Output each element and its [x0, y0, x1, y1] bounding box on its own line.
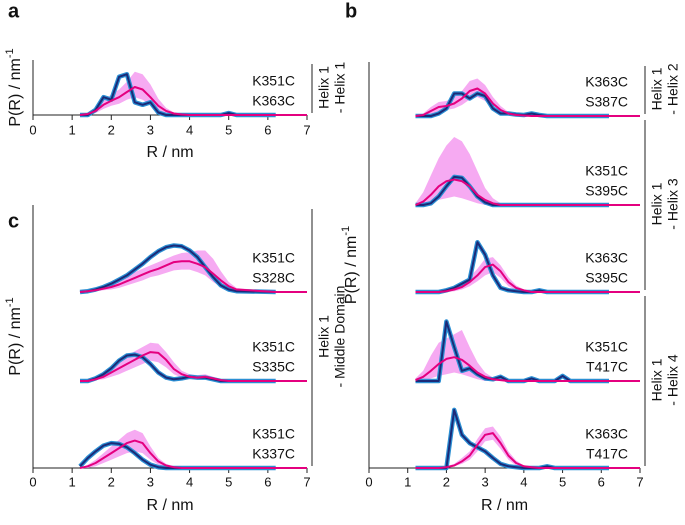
- y-label-text: P(R) / nm: [7, 307, 24, 375]
- x-tick-label: 2: [108, 474, 115, 489]
- x-tick-label: 6: [264, 474, 271, 489]
- y-label-text: P(R) / nm: [7, 58, 24, 126]
- line: [80, 351, 307, 382]
- y-label-exponent: -1: [340, 226, 352, 236]
- x-tick-label: 7: [303, 122, 310, 137]
- x-tick-label: 4: [520, 474, 527, 489]
- x-tick-label: 0: [29, 474, 36, 489]
- x-tick-label: 2: [443, 474, 450, 489]
- pair-label: S387C: [585, 94, 628, 110]
- uncertainty-band: [80, 342, 307, 381]
- pair-label: K351C: [252, 426, 295, 442]
- x-tick-label: 2: [108, 122, 115, 137]
- line: [415, 178, 640, 206]
- pair-label: K337C: [252, 446, 295, 462]
- group-label: - Helix 3: [665, 178, 681, 230]
- x-axis-label: R / nm: [146, 497, 193, 514]
- panel-letter: b: [345, 0, 357, 22]
- pair-label: K363C: [252, 93, 295, 109]
- x-tick-label: 7: [303, 474, 310, 489]
- pair-label: K351C: [252, 250, 295, 266]
- group-label: Helix 1: [649, 182, 665, 225]
- x-tick-label: 3: [482, 474, 489, 489]
- line: [79, 244, 276, 293]
- x-tick-label: 0: [365, 474, 372, 489]
- x-tick-label: 4: [186, 122, 193, 137]
- panel-letter: a: [8, 0, 20, 22]
- uncertainty-band: [80, 250, 307, 292]
- pair-label: S335C: [252, 359, 295, 375]
- group-label: Helix 1: [316, 66, 332, 109]
- line-halo: [80, 71, 276, 118]
- group-label: - Helix 2: [665, 63, 681, 115]
- y-axis-label: P(R) / nm-1: [4, 297, 24, 375]
- line: [415, 356, 640, 382]
- pair-label: S328C: [252, 270, 295, 286]
- line: [80, 73, 276, 116]
- x-tick-label: 3: [147, 474, 154, 489]
- pair-label: K351C: [585, 163, 628, 179]
- x-tick-label: 7: [636, 474, 643, 489]
- uncertainty-band: [80, 71, 307, 115]
- y-label-text: P(R) / nm: [343, 236, 360, 304]
- uncertainty-band: [415, 78, 640, 116]
- y-label-exponent: -1: [4, 48, 16, 58]
- pair-label: K363C: [585, 426, 628, 442]
- x-tick-label: 5: [559, 474, 566, 489]
- uncertainty-band: [415, 257, 640, 292]
- x-tick-label: 6: [264, 122, 271, 137]
- pair-label: S395C: [585, 183, 628, 199]
- x-axis-label: R / nm: [481, 497, 528, 514]
- y-label-exponent: -1: [4, 297, 16, 307]
- line: [415, 432, 640, 469]
- group-label: - Helix 4: [665, 354, 681, 406]
- x-axis-label: R / nm: [146, 144, 193, 161]
- y-axis-label: P(R) / nm-1: [4, 48, 24, 126]
- group-label: Helix 1: [649, 358, 665, 401]
- group-label: Helix 1: [316, 315, 332, 358]
- x-tick-label: 1: [69, 474, 76, 489]
- uncertainty-band: [80, 429, 307, 468]
- line: [415, 87, 640, 117]
- pair-label: S395C: [585, 270, 628, 286]
- pair-label: T417C: [586, 446, 628, 462]
- panel-letter: c: [8, 210, 19, 232]
- pair-label: K351C: [252, 73, 295, 89]
- line: [79, 86, 307, 116]
- x-tick-label: 6: [598, 474, 605, 489]
- pair-label: T417C: [586, 359, 628, 375]
- x-tick-label: 1: [404, 474, 411, 489]
- y-axis-label: P(R) / nm-1: [340, 226, 360, 304]
- x-tick-label: 4: [186, 474, 193, 489]
- x-tick-label: 3: [147, 122, 154, 137]
- x-tick-label: 5: [225, 122, 232, 137]
- group-label: - Helix 1: [332, 62, 348, 114]
- line: [79, 439, 307, 469]
- line: [79, 260, 307, 293]
- pair-label: K351C: [585, 339, 628, 355]
- pair-label: K363C: [585, 74, 628, 90]
- group-label: Helix 1: [649, 67, 665, 110]
- x-tick-label: 1: [69, 122, 76, 137]
- x-tick-label: 5: [225, 474, 232, 489]
- uncertainty-band: [415, 426, 640, 468]
- x-tick-label: 0: [29, 122, 36, 137]
- line: [415, 263, 640, 293]
- pair-label: K351C: [252, 339, 295, 355]
- group-label: - Middle Domain: [332, 286, 348, 388]
- pair-label: K363C: [585, 250, 628, 266]
